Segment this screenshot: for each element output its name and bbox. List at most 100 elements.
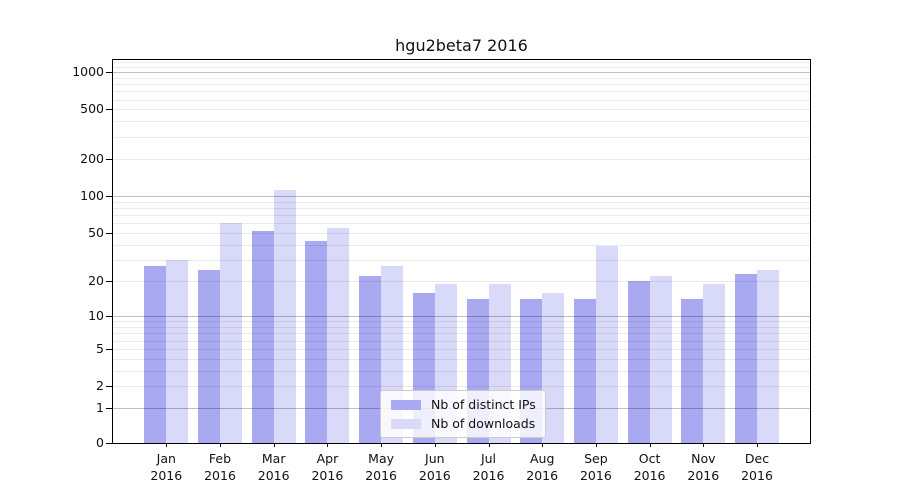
gridline-minor-500 bbox=[113, 109, 810, 111]
gridline-minor-600 bbox=[113, 99, 810, 101]
gridline-minor-400 bbox=[113, 121, 810, 123]
plot-area: Nb of distinct IPs Nb of downloads bbox=[112, 59, 811, 444]
x-tick-label-dec: Dec 2016 bbox=[741, 451, 773, 483]
x-tick-mark-apr bbox=[327, 443, 329, 447]
x-tick-mark-feb bbox=[220, 443, 221, 447]
bar-downloads-apr bbox=[327, 228, 350, 443]
legend-label-downloads: Nb of downloads bbox=[431, 416, 536, 431]
legend-swatch-distinct-ips bbox=[391, 399, 421, 410]
bar-downloads-oct bbox=[649, 276, 672, 443]
y-tick-label-0: 0 bbox=[96, 435, 104, 450]
y-tick-label-100: 100 bbox=[80, 188, 104, 204]
bar-downloads-dec bbox=[757, 269, 779, 443]
y-tick-mark-100 bbox=[106, 196, 112, 198]
x-tick-mark-aug bbox=[542, 443, 544, 447]
y-tick-label-5: 5 bbox=[96, 340, 104, 356]
gridline-minor-1200 bbox=[113, 62, 810, 64]
gridline-major-10 bbox=[113, 316, 810, 317]
gridline-major-100 bbox=[113, 196, 810, 198]
legend-row-distinct-ips: Nb of distinct IPs bbox=[391, 395, 536, 414]
x-tick-label-mar: Mar 2016 bbox=[257, 451, 290, 483]
gridline-minor-40 bbox=[113, 244, 810, 246]
gridline-major-1000 bbox=[113, 71, 810, 73]
y-tick-mark-10 bbox=[106, 316, 112, 317]
y-tick-label-200: 200 bbox=[80, 150, 104, 166]
y-tick-mark-1 bbox=[106, 408, 112, 410]
x-tick-mark-nov bbox=[703, 443, 705, 447]
bar-distinct-ips-dec bbox=[735, 273, 757, 443]
gridline-minor-800 bbox=[113, 84, 810, 85]
gridline-minor-200 bbox=[113, 158, 810, 160]
x-tick-label-jan: Jan 2016 bbox=[150, 451, 183, 483]
bar-downloads-nov bbox=[703, 283, 726, 443]
gridline-minor-20 bbox=[113, 281, 810, 283]
y-tick-label-2: 2 bbox=[96, 378, 104, 394]
y-tick-mark-200 bbox=[106, 158, 112, 160]
bar-distinct-ips-sep bbox=[573, 299, 596, 443]
gridline-minor-60 bbox=[113, 223, 810, 225]
bar-distinct-ips-may bbox=[359, 276, 382, 443]
x-tick-label-jun: Jun 2016 bbox=[418, 451, 451, 483]
gridline-minor-30 bbox=[113, 260, 810, 261]
y-tick-mark-20 bbox=[106, 281, 112, 283]
bar-distinct-ips-feb bbox=[198, 269, 220, 443]
y-tick-label-10: 10 bbox=[88, 308, 104, 323]
gridline-minor-9 bbox=[113, 321, 810, 323]
bar-downloads-mar bbox=[273, 190, 296, 443]
gridline-minor-50 bbox=[113, 233, 810, 234]
x-tick-mark-jul bbox=[488, 443, 490, 447]
x-tick-label-apr: Apr 2016 bbox=[311, 451, 344, 483]
x-tick-label-feb: Feb 2016 bbox=[204, 451, 236, 483]
x-tick-mark-may bbox=[381, 443, 383, 447]
gridline-minor-3 bbox=[113, 370, 810, 372]
bar-distinct-ips-jan bbox=[144, 265, 167, 443]
bar-distinct-ips-oct bbox=[627, 281, 650, 443]
y-tick-label-1: 1 bbox=[96, 400, 104, 416]
gridline-minor-2 bbox=[113, 386, 810, 388]
y-tick-mark-50 bbox=[106, 233, 112, 234]
y-tick-mark-1000 bbox=[106, 71, 112, 73]
x-tick-label-sep: Sep 2016 bbox=[579, 451, 612, 483]
x-tick-label-oct: Oct 2016 bbox=[633, 451, 666, 483]
gridline-minor-300 bbox=[113, 137, 810, 138]
x-tick-mark-sep bbox=[595, 443, 597, 447]
legend-label-distinct-ips: Nb of distinct IPs bbox=[431, 397, 536, 412]
bar-downloads-jan bbox=[166, 260, 189, 443]
y-tick-mark-2 bbox=[106, 386, 112, 388]
bar-distinct-ips-apr bbox=[305, 241, 328, 443]
gridline-minor-5 bbox=[113, 348, 810, 350]
y-tick-label-50: 50 bbox=[88, 225, 104, 240]
x-tick-label-aug: Aug 2016 bbox=[526, 451, 559, 483]
gridline-minor-80 bbox=[113, 208, 810, 209]
bar-downloads-feb bbox=[220, 223, 242, 443]
x-tick-mark-dec bbox=[757, 443, 758, 447]
bar-distinct-ips-nov bbox=[681, 299, 704, 443]
y-tick-label-1000: 1000 bbox=[72, 63, 104, 79]
gridline-minor-7 bbox=[113, 333, 810, 335]
legend-swatch-downloads bbox=[391, 418, 421, 429]
x-tick-label-nov: Nov 2016 bbox=[687, 451, 720, 483]
x-tick-label-may: May 2016 bbox=[365, 451, 397, 483]
gridline-minor-900 bbox=[113, 77, 810, 79]
y-tick-label-20: 20 bbox=[88, 273, 104, 289]
x-tick-mark-jun bbox=[434, 443, 436, 447]
x-tick-label-jul: Jul 2016 bbox=[472, 451, 505, 483]
gridline-minor-1100 bbox=[113, 66, 810, 68]
gridline-minor-90 bbox=[113, 201, 810, 203]
y-tick-mark-5 bbox=[106, 348, 112, 350]
chart-title: hgu2beta7 2016 bbox=[395, 36, 528, 55]
y-tick-mark-0 bbox=[106, 443, 112, 444]
gridline-minor-700 bbox=[113, 91, 810, 93]
legend-row-downloads: Nb of downloads bbox=[391, 414, 535, 433]
y-tick-label-500: 500 bbox=[80, 101, 104, 117]
gridline-minor-70 bbox=[113, 215, 810, 217]
x-tick-mark-oct bbox=[649, 443, 651, 447]
gridline-minor-4 bbox=[113, 358, 810, 360]
bar-distinct-ips-mar bbox=[251, 231, 274, 443]
bar-downloads-sep bbox=[595, 246, 618, 443]
gridline-minor-6 bbox=[113, 340, 810, 342]
legend: Nb of distinct IPs Nb of downloads bbox=[380, 390, 546, 438]
gridline-minor-8 bbox=[113, 326, 810, 328]
y-tick-mark-500 bbox=[106, 109, 112, 111]
